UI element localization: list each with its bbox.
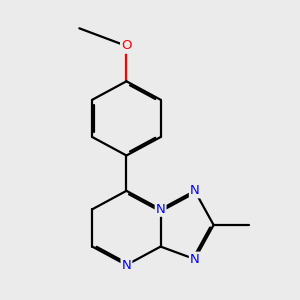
Text: N: N — [122, 259, 131, 272]
Text: N: N — [156, 203, 166, 216]
Text: O: O — [121, 40, 132, 52]
Text: N: N — [190, 184, 200, 197]
Text: O: O — [121, 40, 132, 52]
Text: N: N — [190, 253, 200, 266]
